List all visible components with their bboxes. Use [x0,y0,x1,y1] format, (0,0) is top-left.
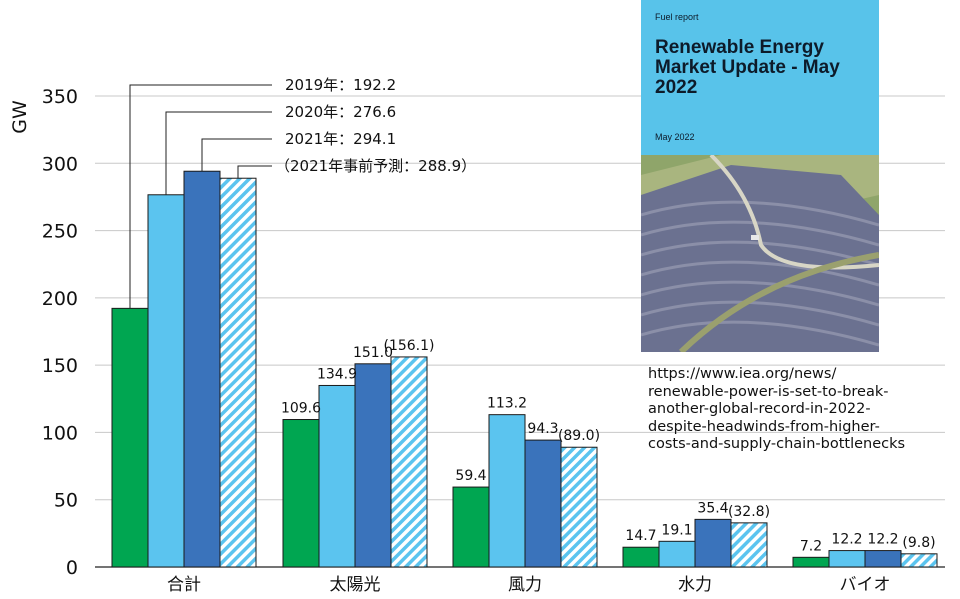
bar-3-4 [694,518,732,568]
data-label: 35.4 [697,500,728,516]
annotation-leader [201,138,272,172]
data-label: 94.3 [527,421,558,437]
data-label: 12.2 [867,532,898,548]
y-tick-label: 50 [54,490,78,512]
annotation-leader [165,111,272,195]
report-cover-header: Fuel report Renewable Energy Market Upda… [641,0,879,155]
annotation-label: 2019年：192.2 [285,76,396,94]
data-label: (32.8) [728,504,770,520]
bar-2-5 [828,550,866,568]
bar-4-4 [730,522,768,568]
data-label: 113.2 [487,396,527,412]
bar-4-5 [900,553,938,568]
category-label: 合計 [167,575,201,595]
report-title: Renewable Energy Market Update - May 202… [655,37,840,98]
bar-3-3 [524,439,562,568]
y-tick-label: 250 [42,221,78,243]
data-label: 12.2 [831,532,862,548]
bar-1-4 [622,546,660,568]
bar-3-2 [354,363,392,568]
data-label: 109.6 [281,401,321,417]
bar-1-5 [792,556,830,568]
solar-farm-photo [641,155,879,352]
y-tick-label: 350 [42,86,78,108]
bar-4-3 [560,446,598,568]
data-label: 134.9 [317,366,357,382]
data-label: (9.8) [902,535,935,551]
data-label: 14.7 [625,528,656,544]
bar-3-5 [864,550,902,568]
bar-4-1 [219,177,257,568]
data-label: 59.4 [455,468,486,484]
annotation-label: 2021年：294.1 [285,130,396,148]
y-axis-label: GW [9,100,31,134]
bar-2-3 [488,414,526,568]
bar-1-1 [111,307,149,568]
source-url-text: https://www.iea.org/news/ renewable-powe… [648,366,906,452]
category-label: 風力 [508,575,542,595]
annotation-leader [129,84,272,309]
y-tick-label: 0 [66,557,78,579]
annotation-label: 2020年：276.6 [285,103,396,121]
y-tick-label: 100 [42,422,78,444]
y-tick-label: 300 [42,153,78,175]
y-tick-label: 200 [42,288,78,310]
data-label: (89.0) [558,428,600,444]
data-label: (156.1) [383,338,434,354]
bar-4-2 [390,356,428,568]
data-label: 151.0 [353,345,393,361]
bar-2-1 [147,194,185,568]
category-label: 水力 [678,575,712,595]
bar-1-2 [282,419,320,568]
bar-1-3 [452,486,490,568]
data-label: 7.2 [800,538,822,554]
bar-3-1 [183,170,221,568]
report-publisher: Fuel report [655,12,699,22]
bar-2-2 [318,384,356,568]
category-label: バイオ [840,575,891,595]
report-cover: Fuel report Renewable Energy Market Upda… [641,0,879,352]
report-date: May 2022 [655,132,695,142]
data-label: 19.1 [661,522,692,538]
bar-2-4 [658,540,696,568]
y-tick-label: 150 [42,355,78,377]
annotation-leader [237,165,272,179]
category-label: 太陽光 [330,575,381,595]
annotation-label: （2021年事前予測：288.9） [275,157,476,175]
